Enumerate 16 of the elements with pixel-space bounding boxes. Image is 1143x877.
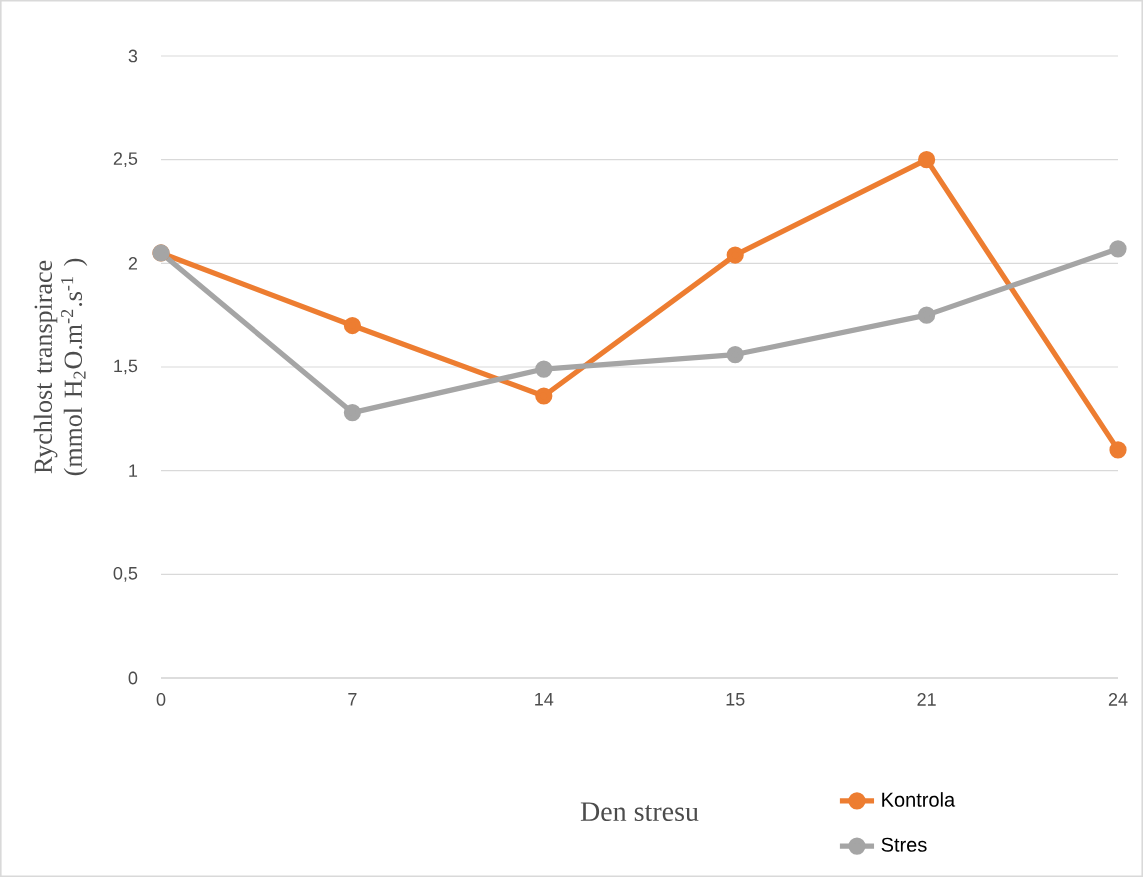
y-tick-label: 1,5 [114, 359, 138, 375]
legend-label: Kontrola [882, 792, 956, 807]
x-tick-label: 21 [917, 693, 936, 706]
x-tick-label: 14 [535, 693, 554, 706]
y-tick-label: 1 [129, 464, 138, 477]
y-tick-label: 2 [128, 257, 138, 270]
x-tick-label: 15 [726, 693, 745, 706]
x-tick-label: 7 [348, 693, 357, 706]
y-tick-label: 0,5 [113, 566, 138, 582]
x-tick-label: 24 [1108, 693, 1128, 706]
x-tick-label: 0 [156, 693, 166, 706]
y-tick-label: 0 [128, 671, 138, 685]
x-axis-title: Den stresu [580, 802, 699, 822]
legend-label: Stres [881, 837, 927, 852]
y-tick-label: 3 [128, 49, 138, 63]
y-tick-label: 2,5 [113, 152, 138, 168]
